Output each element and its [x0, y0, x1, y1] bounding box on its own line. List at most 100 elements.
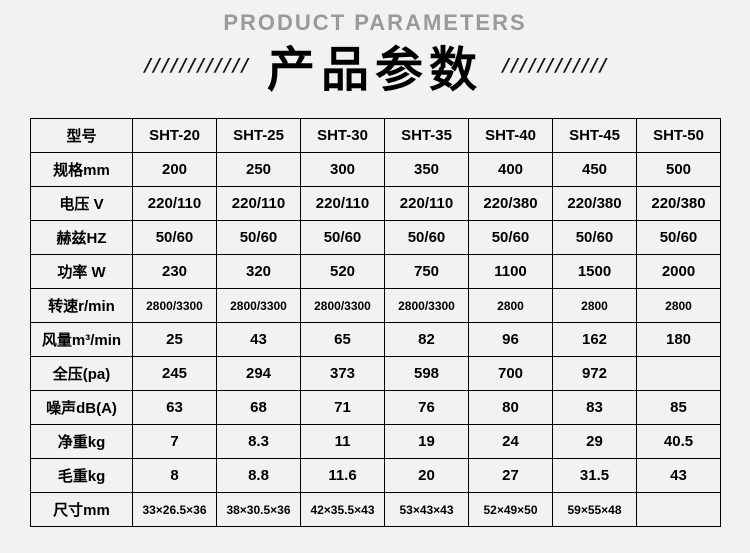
table-body: 型号SHT-20SHT-25SHT-30SHT-35SHT-40SHT-45SH…: [31, 119, 721, 527]
table-cell: 373: [301, 357, 385, 391]
table-row: 功率 W230320520750110015002000: [31, 255, 721, 289]
table-cell: 2800/3300: [301, 289, 385, 323]
table-cell: 68: [217, 391, 301, 425]
table-cell: 2800: [553, 289, 637, 323]
table-cell: 43: [637, 459, 721, 493]
table-cell: 59×55×48: [553, 493, 637, 527]
table-cell: 43: [217, 323, 301, 357]
table-cell: 50/60: [133, 221, 217, 255]
table-cell: 11.6: [301, 459, 385, 493]
table-cell: 19: [385, 425, 469, 459]
row-label: 全压(pa): [31, 357, 133, 391]
table-cell: 65: [301, 323, 385, 357]
row-label: 转速r/min: [31, 289, 133, 323]
table-container: 型号SHT-20SHT-25SHT-30SHT-35SHT-40SHT-45SH…: [0, 100, 750, 527]
table-cell: 2000: [637, 255, 721, 289]
table-cell: 500: [637, 153, 721, 187]
table-cell: 76: [385, 391, 469, 425]
table-cell: 2800: [637, 289, 721, 323]
table-cell: 31.5: [553, 459, 637, 493]
table-cell: 180: [637, 323, 721, 357]
table-cell: 50/60: [385, 221, 469, 255]
table-row: 毛重kg88.811.6202731.543: [31, 459, 721, 493]
table-cell: 50/60: [217, 221, 301, 255]
row-label: 功率 W: [31, 255, 133, 289]
column-header: SHT-45: [553, 119, 637, 153]
table-cell: 50/60: [469, 221, 553, 255]
column-header: SHT-25: [217, 119, 301, 153]
table-cell: 53×43×43: [385, 493, 469, 527]
table-cell: 8.3: [217, 425, 301, 459]
table-cell: 29: [553, 425, 637, 459]
table-cell: 42×35.5×43: [301, 493, 385, 527]
table-cell: 63: [133, 391, 217, 425]
table-cell: [637, 357, 721, 391]
table-cell: 7: [133, 425, 217, 459]
hatch-left: ////////////: [143, 55, 249, 76]
table-cell: 85: [637, 391, 721, 425]
table-cell: 50/60: [637, 221, 721, 255]
table-cell: 82: [385, 323, 469, 357]
parameters-table: 型号SHT-20SHT-25SHT-30SHT-35SHT-40SHT-45SH…: [30, 118, 721, 527]
table-cell: 2800: [469, 289, 553, 323]
table-cell: 8: [133, 459, 217, 493]
column-header: SHT-30: [301, 119, 385, 153]
table-cell: 71: [301, 391, 385, 425]
table-cell: 750: [385, 255, 469, 289]
table-cell: 2800/3300: [385, 289, 469, 323]
table-row: 净重kg78.31119242940.5: [31, 425, 721, 459]
table-cell: 20: [385, 459, 469, 493]
table-cell: 2800/3300: [133, 289, 217, 323]
table-cell: 96: [469, 323, 553, 357]
table-cell: 52×49×50: [469, 493, 553, 527]
table-cell: 40.5: [637, 425, 721, 459]
table-row: 转速r/min2800/33002800/33002800/33002800/3…: [31, 289, 721, 323]
table-cell: 220/110: [133, 187, 217, 221]
table-cell: 598: [385, 357, 469, 391]
row-label: 尺寸mm: [31, 493, 133, 527]
column-header: SHT-40: [469, 119, 553, 153]
table-cell: 220/110: [217, 187, 301, 221]
table-cell: 250: [217, 153, 301, 187]
table-cell: 520: [301, 255, 385, 289]
table-cell: 350: [385, 153, 469, 187]
table-cell: 11: [301, 425, 385, 459]
table-cell: 2800/3300: [217, 289, 301, 323]
table-cell: 200: [133, 153, 217, 187]
table-cell: 24: [469, 425, 553, 459]
table-cell: 220/380: [637, 187, 721, 221]
row-label: 风量m³/min: [31, 323, 133, 357]
table-cell: 162: [553, 323, 637, 357]
table-cell: 400: [469, 153, 553, 187]
hatch-right: ////////////: [501, 55, 607, 76]
table-cell: 50/60: [553, 221, 637, 255]
column-header: SHT-35: [385, 119, 469, 153]
table-cell: 320: [217, 255, 301, 289]
table-row: 尺寸mm33×26.5×3638×30.5×3642×35.5×4353×43×…: [31, 493, 721, 527]
table-row: 电压 V220/110220/110220/110220/110220/3802…: [31, 187, 721, 221]
header: PRODUCT PARAMETERS //////////// 产品参数 ///…: [0, 0, 750, 100]
table-cell: 25: [133, 323, 217, 357]
row-label: 电压 V: [31, 187, 133, 221]
table-cell: 220/110: [385, 187, 469, 221]
table-cell: 220/380: [553, 187, 637, 221]
table-row: 型号SHT-20SHT-25SHT-30SHT-35SHT-40SHT-45SH…: [31, 119, 721, 153]
table-cell: 80: [469, 391, 553, 425]
row-label: 赫兹HZ: [31, 221, 133, 255]
title: 产品参数: [267, 30, 483, 100]
row-label: 净重kg: [31, 425, 133, 459]
table-cell: 450: [553, 153, 637, 187]
table-row: 规格mm200250300350400450500: [31, 153, 721, 187]
table-row: 赫兹HZ50/6050/6050/6050/6050/6050/6050/60: [31, 221, 721, 255]
table-cell: 972: [553, 357, 637, 391]
row-label: 型号: [31, 119, 133, 153]
table-cell: 220/380: [469, 187, 553, 221]
table-cell: 300: [301, 153, 385, 187]
table-cell: 83: [553, 391, 637, 425]
table-cell: [637, 493, 721, 527]
table-cell: 38×30.5×36: [217, 493, 301, 527]
table-cell: 245: [133, 357, 217, 391]
table-cell: 27: [469, 459, 553, 493]
table-cell: 50/60: [301, 221, 385, 255]
table-row: 风量m³/min2543658296162180: [31, 323, 721, 357]
